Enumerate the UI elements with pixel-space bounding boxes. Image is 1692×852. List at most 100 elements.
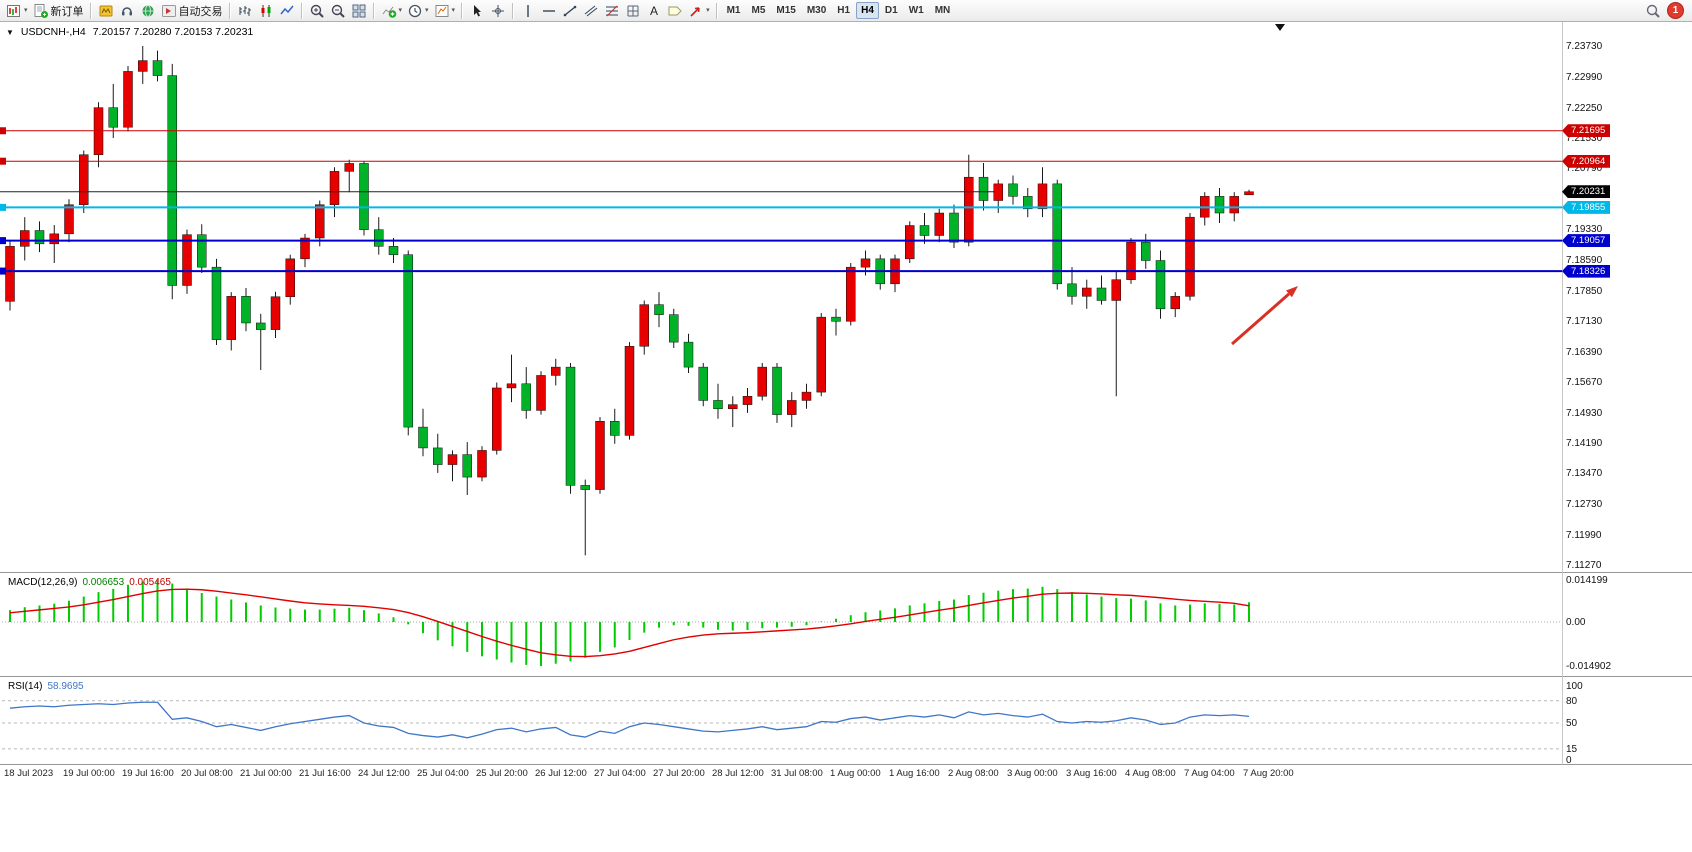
- candle-body: [860, 258, 871, 268]
- candle-body: [1082, 287, 1092, 297]
- timeframe-mn-button[interactable]: MN: [934, 5, 951, 16]
- svg-text:A: A: [650, 4, 658, 18]
- tile-windows-button[interactable]: [349, 1, 369, 21]
- autotrading-button[interactable]: 自动交易: [159, 1, 225, 21]
- timeframe-m15-button[interactable]: M15: [776, 5, 796, 16]
- arrows-button[interactable]: ▾: [686, 1, 712, 21]
- community-button[interactable]: [138, 1, 158, 21]
- grid-button[interactable]: [623, 1, 643, 21]
- trendline-button[interactable]: [560, 1, 580, 21]
- macd-histogram-bar: [1041, 586, 1044, 622]
- candle-body: [595, 421, 605, 490]
- candle-body: [344, 163, 354, 172]
- candle-body: [64, 204, 74, 235]
- macd-histogram-bar: [540, 622, 542, 667]
- macd-histogram-bar: [658, 622, 660, 628]
- zoom-in-icon: [309, 3, 325, 19]
- chevron-down-icon[interactable]: ▾: [706, 6, 710, 14]
- text-button[interactable]: A: [644, 1, 664, 21]
- timeframe-m5-button[interactable]: M5: [751, 5, 766, 16]
- channel-button[interactable]: [581, 1, 601, 21]
- trend-arrow-shaft[interactable]: [1231, 292, 1290, 346]
- candle-body: [447, 454, 458, 465]
- candle-body: [152, 60, 163, 76]
- candlestick-series: [5, 46, 1254, 556]
- templates-button[interactable]: ▾: [432, 1, 458, 21]
- macd-histogram-bar: [953, 599, 955, 622]
- trend-arrow-head[interactable]: [1286, 286, 1298, 298]
- grid-icon: [625, 3, 641, 19]
- periods-button[interactable]: ▾: [405, 1, 431, 21]
- chevron-down-icon[interactable]: ▾: [451, 6, 456, 14]
- metaeditor-button[interactable]: [96, 1, 116, 21]
- line-chart-button[interactable]: [277, 1, 297, 21]
- price-line-left-mark: [0, 127, 6, 135]
- search-icon[interactable]: [1645, 3, 1661, 19]
- fibonacci-button[interactable]: [602, 1, 622, 21]
- candle-body: [241, 296, 251, 324]
- timeframe-m30-button[interactable]: M30: [806, 5, 827, 16]
- macd-histogram-bar: [820, 621, 823, 622]
- chart-shift-marker[interactable]: [1275, 24, 1285, 31]
- zoom-out-button[interactable]: [328, 1, 348, 21]
- macd-histogram-bar: [407, 622, 410, 625]
- candle-body: [654, 304, 664, 315]
- cursor-icon: [469, 3, 485, 19]
- candle-body: [329, 171, 340, 205]
- trend-arrow-annotation[interactable]: [1231, 286, 1298, 346]
- candle-body: [492, 387, 502, 451]
- candle-body: [787, 400, 797, 415]
- new-order-button[interactable]: 新订单: [31, 1, 86, 21]
- candle-body: [388, 246, 399, 255]
- macd-histogram-bar: [879, 610, 882, 622]
- chevron-down-icon[interactable]: ▾: [425, 6, 429, 14]
- macd-histogram-bar: [1100, 596, 1103, 622]
- tile-windows-icon: [351, 3, 367, 19]
- bar-chart-button[interactable]: [235, 1, 255, 21]
- macd-histogram-bar: [805, 622, 808, 626]
- candle-body: [831, 316, 841, 322]
- toolbar: ▾ 新订单 自动交易 ▾ ▾ ▾ A ▾ M1 M5 M15 M30 H1 H4 D1 W1 MN 1: [0, 0, 1692, 22]
- chart-menu-icon[interactable]: ▼: [6, 27, 14, 37]
- timeframe-w1-button[interactable]: W1: [908, 5, 924, 16]
- cursor-button[interactable]: [467, 1, 487, 21]
- candle-body: [1111, 279, 1121, 301]
- candle-body: [1023, 196, 1033, 210]
- candle-body: [79, 154, 89, 205]
- macd-histogram-bar: [628, 622, 631, 641]
- vertical-line-button[interactable]: [518, 1, 538, 21]
- macd-histogram-bar: [333, 608, 336, 622]
- macd-histogram-bar: [702, 622, 705, 628]
- candlestick-chart-icon: [258, 3, 274, 19]
- templates-icon: [434, 3, 450, 19]
- new-chart-button[interactable]: ▾: [4, 1, 30, 21]
- macd-histogram-bar: [1218, 603, 1221, 622]
- candle-body: [683, 341, 694, 368]
- candle-body: [433, 447, 443, 465]
- chevron-down-icon[interactable]: ▾: [24, 6, 28, 14]
- trendline-icon: [562, 3, 578, 19]
- crosshair-button[interactable]: [488, 1, 508, 21]
- candlestick-chart-button[interactable]: [256, 1, 276, 21]
- candle-body: [964, 176, 974, 243]
- channel-icon: [583, 3, 599, 19]
- macd-histogram-bar: [982, 592, 985, 622]
- label-button[interactable]: [665, 1, 685, 21]
- timeframe-h1-button[interactable]: H1: [837, 5, 851, 16]
- zoom-in-button[interactable]: [307, 1, 327, 21]
- macd-histogram-bar: [554, 622, 557, 664]
- headset-button[interactable]: [117, 1, 137, 21]
- periods-icon: [407, 3, 423, 19]
- timeframe-m1-button[interactable]: M1: [726, 5, 741, 16]
- indicators-button[interactable]: ▾: [379, 1, 405, 21]
- timeframe-h4-button[interactable]: H4: [856, 2, 879, 19]
- candle-body: [49, 233, 59, 245]
- chevron-down-icon[interactable]: ▾: [398, 6, 403, 14]
- horizontal-line-button[interactable]: [539, 1, 559, 21]
- timeframe-d1-button[interactable]: D1: [884, 5, 898, 16]
- notification-badge[interactable]: 1: [1667, 2, 1684, 19]
- fibonacci-icon: [604, 3, 620, 19]
- candle-body: [919, 225, 930, 236]
- macd-histogram-bar: [38, 605, 41, 622]
